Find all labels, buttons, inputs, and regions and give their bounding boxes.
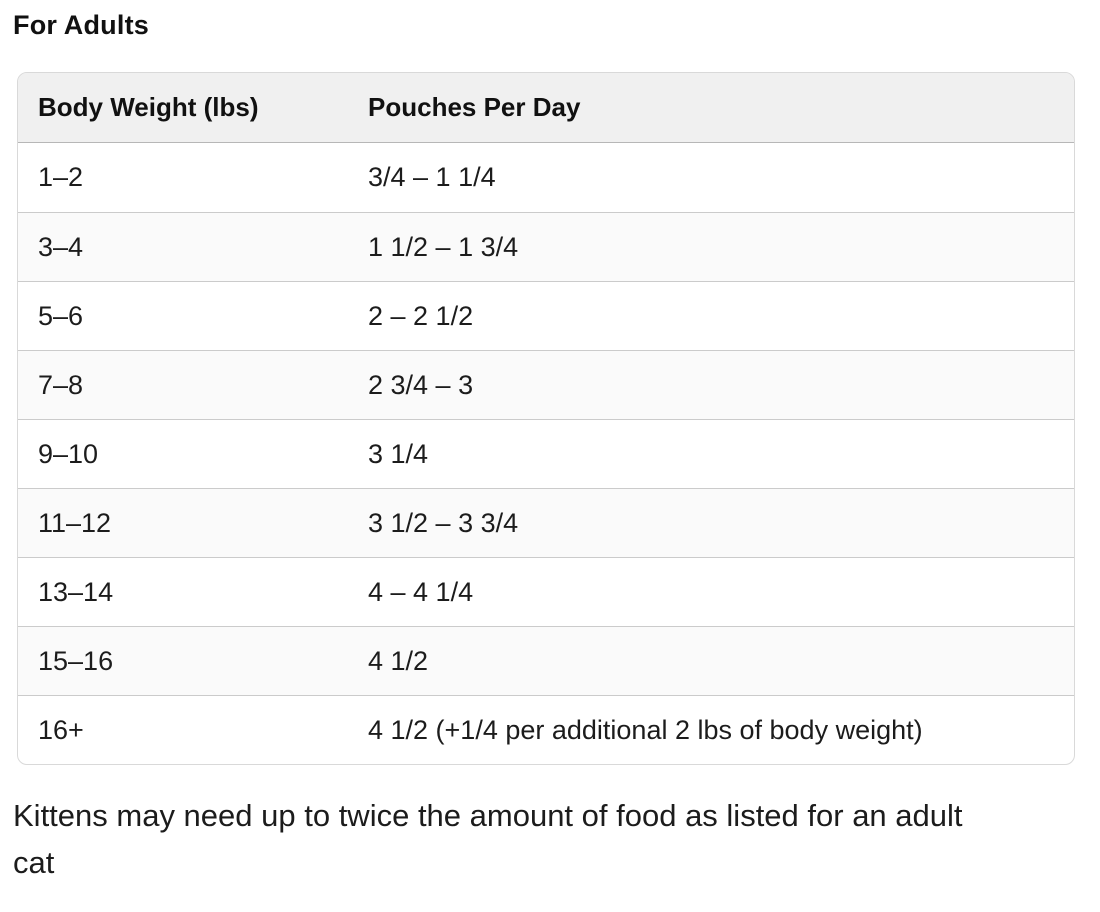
cell-pouches: 1 1/2 – 1 3/4 bbox=[368, 231, 519, 262]
cell-weight: 11–12 bbox=[38, 507, 112, 538]
header-cell-body-weight: Body Weight (lbs) bbox=[38, 92, 259, 122]
cell-pouches: 2 – 2 1/2 bbox=[368, 300, 474, 331]
table-row: 9–10 3 1/4 bbox=[18, 419, 1074, 488]
content-area: For Adults Body Weight (lbs) Pouches Per… bbox=[0, 8, 1100, 886]
cell-weight: 5–6 bbox=[38, 300, 84, 331]
cell-weight: 9–10 bbox=[38, 438, 99, 469]
cell-pouches: 3/4 – 1 1/4 bbox=[368, 162, 496, 192]
cell-pouches: 3 1/4 bbox=[368, 438, 429, 469]
table-header-row: Body Weight (lbs) Pouches Per Day bbox=[18, 73, 1074, 143]
table-row: 13–14 4 – 4 1/4 bbox=[18, 557, 1074, 626]
cell-pouches: 4 1/2 bbox=[368, 645, 429, 676]
table-row: 5–6 2 – 2 1/2 bbox=[18, 281, 1074, 350]
cell-pouches: 3 1/2 – 3 3/4 bbox=[368, 507, 519, 538]
cell-weight: 16+ bbox=[38, 714, 84, 745]
table-row: 15–16 4 1/2 bbox=[18, 626, 1074, 695]
cell-pouches: 4 1/2 (+1/4 per additional 2 lbs of body… bbox=[368, 714, 923, 745]
cell-weight: 1–2 bbox=[38, 162, 84, 192]
table-row: 11–12 3 1/2 – 3 3/4 bbox=[18, 488, 1074, 557]
cell-weight: 3–4 bbox=[38, 231, 84, 262]
feeding-table: Body Weight (lbs) Pouches Per Day 1–2 3/… bbox=[17, 72, 1075, 765]
table-row: 3–4 1 1/2 – 1 3/4 bbox=[18, 212, 1074, 281]
table-row: 16+ 4 1/2 (+1/4 per additional 2 lbs of … bbox=[18, 695, 1074, 764]
cell-pouches: 4 – 4 1/4 bbox=[368, 576, 474, 607]
cell-pouches: 2 3/4 – 3 bbox=[368, 369, 474, 400]
header-cell-pouches-per-day: Pouches Per Day bbox=[368, 92, 581, 122]
cell-weight: 15–16 bbox=[38, 645, 114, 676]
page-title: For Adults bbox=[13, 10, 149, 40]
kitten-note: Kittens may need up to twice the amount … bbox=[13, 798, 963, 880]
table-row: 1–2 3/4 – 1 1/4 bbox=[18, 143, 1074, 212]
cell-weight: 13–14 bbox=[38, 576, 114, 607]
table-row: 7–8 2 3/4 – 3 bbox=[18, 350, 1074, 419]
cell-weight: 7–8 bbox=[38, 369, 84, 400]
